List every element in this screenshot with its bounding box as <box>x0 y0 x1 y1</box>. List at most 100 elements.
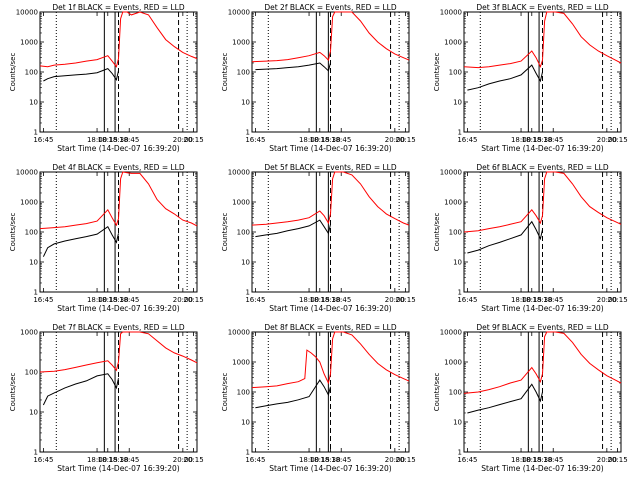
panel-title: Det 7f BLACK = Events, RED = LLD <box>52 323 185 332</box>
detector-panel-8: Det 8f BLACK = Events, RED = LLD 1 10 100 10… <box>221 323 416 473</box>
series-line-events <box>467 64 543 91</box>
series-line-events <box>467 383 543 414</box>
x-tick-label: 20:15 <box>607 456 627 464</box>
y-tick-label: 1000 <box>444 39 462 47</box>
panel-title: Det 4f BLACK = Events, RED = LLD <box>52 163 185 172</box>
x-tick-label: 20:15 <box>395 136 415 144</box>
y-tick-label: 10 <box>453 419 462 427</box>
x-tick-label: 18:15 <box>522 456 542 464</box>
x-tick-label: 16:45 <box>245 456 265 464</box>
panel-title: Det 5f BLACK = Events, RED = LLD <box>264 163 397 172</box>
x-tick-label: 18:00 <box>299 456 319 464</box>
x-tick-label: 18:15 <box>522 136 542 144</box>
y-tick-label: 1 <box>246 289 250 297</box>
y-tick-label: 10000 <box>440 9 462 17</box>
y-tick-label: 10 <box>241 259 250 267</box>
detector-panel-7: Det 7f BLACK = Events, RED = LLD 1 10 100 10… <box>9 323 204 473</box>
y-tick-label: 1000 <box>20 329 38 337</box>
x-tick-label: 18:00 <box>511 136 531 144</box>
x-tick-label: 20:00 <box>385 296 405 304</box>
x-axis-label: Start Time (14-Dec-07 16:39:20) <box>57 304 179 313</box>
x-tick-label: 20:00 <box>597 296 617 304</box>
y-tick-label: 10000 <box>16 169 38 177</box>
y-tick-label: 1000 <box>20 39 38 47</box>
y-axis-label: Counts/sec <box>433 373 441 412</box>
x-tick-label: 20:15 <box>607 296 627 304</box>
x-tick-label: 16:45 <box>457 296 477 304</box>
panel-title: Det 3f BLACK = Events, RED = LLD <box>476 3 609 12</box>
x-tick-label: 20:15 <box>183 296 203 304</box>
x-tick-label: 18:15 <box>98 296 118 304</box>
y-tick-label: 1 <box>458 289 462 297</box>
y-tick-label: 10000 <box>16 9 38 17</box>
detector-panel-6: Det 6f BLACK = Events, RED = LLD 1 10 100 10… <box>433 163 628 313</box>
x-tick-label: 16:45 <box>33 136 53 144</box>
y-tick-label: 100 <box>237 389 250 397</box>
x-tick-label: 18:45 <box>331 136 351 144</box>
x-tick-label: 20:00 <box>597 456 617 464</box>
y-tick-label: 10000 <box>440 329 462 337</box>
x-tick-label: 18:30 <box>108 136 128 144</box>
y-tick-label: 1 <box>458 449 462 457</box>
y-axis-label: Counts/sec <box>9 373 17 412</box>
x-tick-label: 16:45 <box>245 136 265 144</box>
x-tick-label: 18:00 <box>299 136 319 144</box>
x-tick-label: 18:30 <box>532 456 552 464</box>
series-line-lld <box>39 171 198 230</box>
series-line-events <box>255 379 331 409</box>
series-line-lld <box>463 331 622 394</box>
x-tick-label: 18:30 <box>108 296 128 304</box>
y-tick-label: 100 <box>25 69 38 77</box>
x-tick-label: 18:15 <box>98 456 118 464</box>
x-tick-label: 20:00 <box>385 456 405 464</box>
x-tick-label: 16:45 <box>33 296 53 304</box>
y-axis-label: Counts/sec <box>221 53 229 92</box>
x-tick-label: 18:30 <box>108 456 128 464</box>
panel-title: Det 2f BLACK = Events, RED = LLD <box>264 3 397 12</box>
y-axis-label: Counts/sec <box>433 213 441 252</box>
x-tick-label: 18:45 <box>331 296 351 304</box>
x-tick-label: 18:00 <box>87 296 107 304</box>
series-line-lld <box>251 11 410 63</box>
panel-title: Det 8f BLACK = Events, RED = LLD <box>264 323 397 332</box>
x-axis-label: Start Time (14-Dec-07 16:39:20) <box>481 304 603 313</box>
x-tick-label: 16:45 <box>33 456 53 464</box>
y-axis-label: Counts/sec <box>9 213 17 252</box>
y-tick-label: 1000 <box>232 39 250 47</box>
x-tick-label: 16:45 <box>457 136 477 144</box>
x-tick-label: 20:00 <box>173 456 193 464</box>
x-tick-label: 18:45 <box>119 456 139 464</box>
y-tick-label: 1 <box>34 449 38 457</box>
x-tick-label: 18:00 <box>299 296 319 304</box>
y-tick-label: 100 <box>449 389 462 397</box>
y-tick-label: 10 <box>241 99 250 107</box>
series-line-lld <box>39 331 198 373</box>
detector-panel-2: Det 2f BLACK = Events, RED = LLD 1 10 100 10… <box>221 3 416 153</box>
x-axis-label: Start Time (14-Dec-07 16:39:20) <box>481 144 603 153</box>
x-tick-label: 18:00 <box>511 456 531 464</box>
series-line-lld <box>463 11 622 69</box>
y-tick-label: 100 <box>237 69 250 77</box>
x-tick-label: 18:45 <box>119 136 139 144</box>
series-line-lld <box>251 331 410 389</box>
x-axis-label: Start Time (14-Dec-07 16:39:20) <box>57 144 179 153</box>
series-line-events <box>255 219 331 238</box>
x-tick-label: 20:00 <box>597 136 617 144</box>
x-tick-label: 18:45 <box>543 296 563 304</box>
series-line-events <box>467 220 543 254</box>
x-tick-label: 20:15 <box>607 136 627 144</box>
y-tick-label: 100 <box>25 229 38 237</box>
detector-panel-1: Det 1f BLACK = Events, RED = LLD 1 10 100 10… <box>9 3 204 153</box>
y-tick-label: 1 <box>34 289 38 297</box>
y-tick-label: 1 <box>246 129 250 137</box>
x-tick-label: 18:15 <box>98 136 118 144</box>
y-tick-label: 100 <box>25 369 38 377</box>
detector-panel-4: Det 4f BLACK = Events, RED = LLD 1 10 100 10… <box>9 163 204 313</box>
x-tick-label: 16:45 <box>457 456 477 464</box>
y-tick-label: 100 <box>449 229 462 237</box>
x-tick-label: 18:45 <box>543 456 563 464</box>
series-line-lld <box>463 171 622 233</box>
y-tick-label: 10000 <box>228 329 250 337</box>
y-tick-label: 10 <box>29 99 38 107</box>
y-tick-label: 1 <box>458 129 462 137</box>
